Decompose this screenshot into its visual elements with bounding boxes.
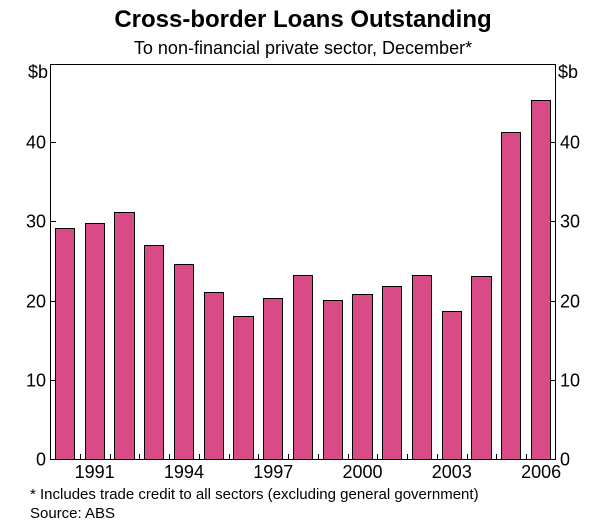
x-tick — [169, 454, 170, 460]
bar — [144, 245, 164, 459]
x-tick-label: 1997 — [253, 462, 293, 483]
x-tick — [318, 454, 319, 460]
x-tick — [199, 454, 200, 460]
bar — [55, 228, 75, 459]
x-tick-label: 1991 — [75, 462, 115, 483]
y-tick-label-left: 10 — [26, 370, 46, 391]
x-tick — [467, 454, 468, 460]
bar — [293, 275, 313, 459]
x-tick — [80, 454, 81, 460]
y-tick-label-left: 20 — [26, 291, 46, 312]
y-tick-label-right: 40 — [560, 133, 580, 154]
y-tick-label-right: 10 — [560, 370, 580, 391]
bar — [114, 212, 134, 459]
y-tick — [550, 301, 556, 302]
y-tick — [50, 459, 56, 460]
x-tick-label: 1994 — [164, 462, 204, 483]
x-tick — [437, 454, 438, 460]
x-tick — [407, 454, 408, 460]
plot-area — [50, 64, 556, 460]
chart-source: Source: ABS — [30, 505, 115, 522]
bar — [204, 292, 224, 459]
bar — [442, 311, 462, 459]
y-tick-label-left: 0 — [36, 450, 46, 471]
y-tick-label-right: 0 — [560, 450, 570, 471]
x-tick — [348, 454, 349, 460]
x-tick — [110, 454, 111, 460]
y-tick — [550, 221, 556, 222]
x-tick — [526, 454, 527, 460]
bar — [412, 275, 432, 459]
x-tick-label: 2006 — [521, 462, 561, 483]
y-tick — [550, 459, 556, 460]
x-tick — [496, 454, 497, 460]
bar — [263, 298, 283, 459]
y-tick — [50, 301, 56, 302]
y-tick — [550, 380, 556, 381]
chart-title: Cross-border Loans Outstanding — [0, 6, 606, 34]
y-tick — [550, 142, 556, 143]
bar — [501, 132, 521, 459]
x-tick — [229, 454, 230, 460]
bar — [174, 264, 194, 459]
bar — [531, 100, 551, 459]
x-tick — [258, 454, 259, 460]
y-tick — [50, 380, 56, 381]
y-tick-label-left: 30 — [26, 212, 46, 233]
x-tick-label: 2000 — [342, 462, 382, 483]
chart-footnote: * Includes trade credit to all sectors (… — [30, 486, 479, 503]
y-tick — [50, 221, 56, 222]
y-tick-label-left: 40 — [26, 133, 46, 154]
x-tick — [377, 454, 378, 460]
chart-subtitle: To non-financial private sector, Decembe… — [0, 38, 606, 59]
bar — [233, 316, 253, 459]
y-tick-label-right: 30 — [560, 212, 580, 233]
y-tick-label-right: 20 — [560, 291, 580, 312]
bar — [471, 276, 491, 459]
chart-container: Cross-border Loans Outstanding To non-fi… — [0, 0, 606, 528]
bar — [352, 294, 372, 459]
x-tick-label: 2003 — [432, 462, 472, 483]
bar — [382, 286, 402, 459]
y-tick — [50, 142, 56, 143]
y-axis-unit-right: $b — [558, 62, 578, 83]
y-axis-unit-left: $b — [28, 62, 48, 83]
x-tick — [139, 454, 140, 460]
x-tick — [288, 454, 289, 460]
bar — [323, 300, 343, 459]
bar — [85, 223, 105, 459]
